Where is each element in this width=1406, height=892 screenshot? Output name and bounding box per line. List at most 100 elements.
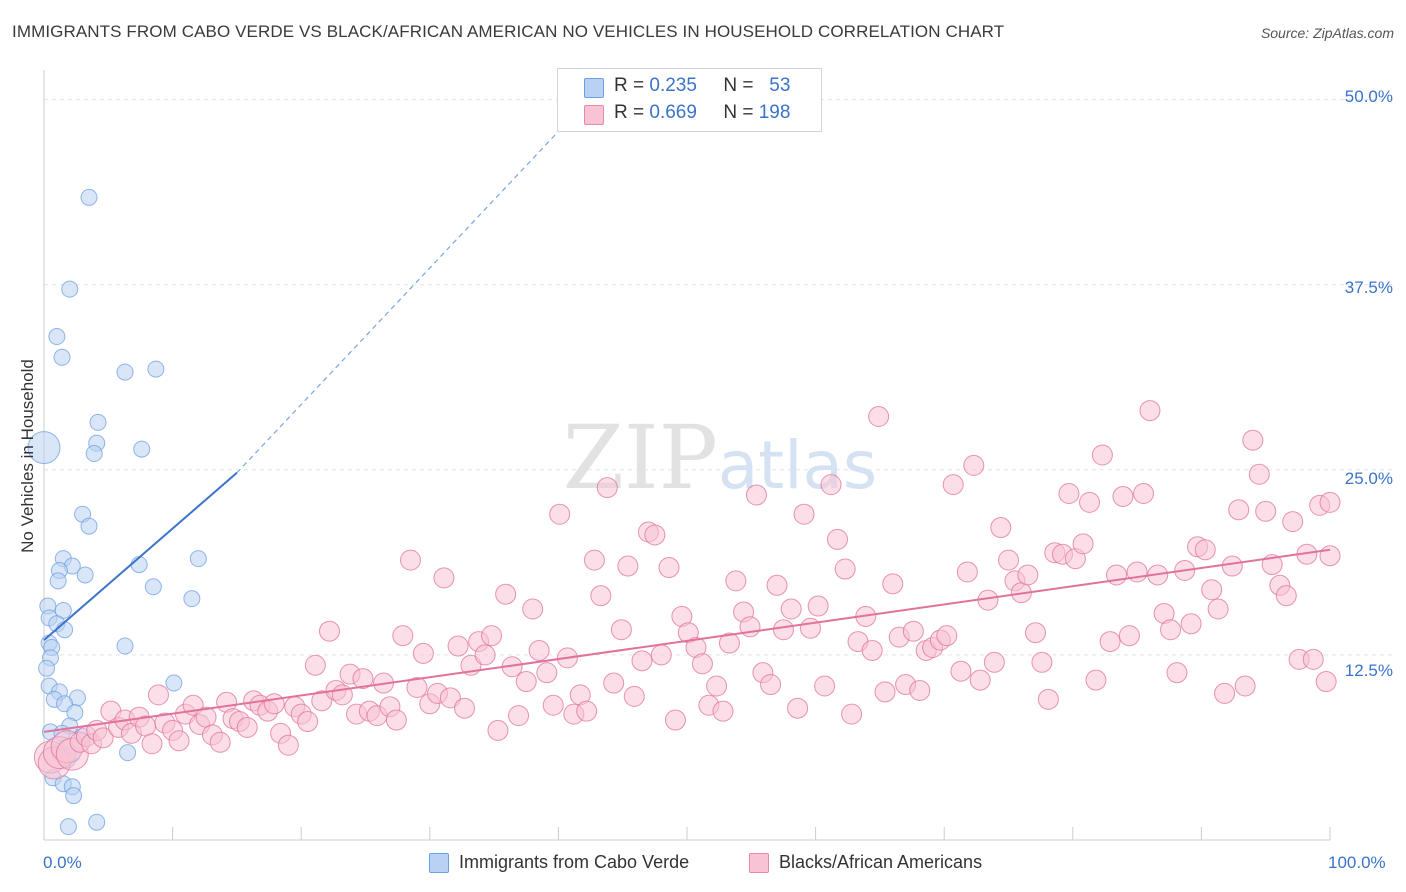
black-african-american-point <box>780 598 802 620</box>
black-african-american-point <box>209 731 231 753</box>
black-african-american-point <box>542 694 564 716</box>
legend-swatch-blue <box>584 78 604 98</box>
y-tick-label: 50.0% <box>1344 87 1393 106</box>
black-african-american-point <box>1194 539 1216 561</box>
black-african-american-point <box>1091 444 1113 466</box>
r-label: R = <box>614 75 645 96</box>
black-african-american-point <box>576 700 598 722</box>
black-african-american-point <box>528 639 550 661</box>
legend-label: Blacks/African Americans <box>779 852 983 872</box>
black-african-american-point <box>400 549 422 571</box>
r-value: 0.235 <box>649 75 697 96</box>
black-african-american-point <box>841 703 863 725</box>
black-african-american-point <box>1031 651 1053 673</box>
black-african-american-point <box>263 693 285 715</box>
cabo-verde-point <box>59 818 77 836</box>
cabo-verde-point <box>27 431 61 465</box>
black-african-american-point <box>691 653 713 675</box>
black-african-american-point <box>861 639 883 661</box>
black-african-american-point <box>868 406 890 427</box>
black-african-american-point <box>1221 555 1243 577</box>
cabo-verde-point <box>76 566 94 584</box>
black-african-american-point <box>385 709 407 731</box>
n-label: N = <box>723 75 754 96</box>
legend-stats: R = 0.669 N = 198 <box>614 102 790 124</box>
black-african-american-point <box>882 573 904 595</box>
black-african-american-point <box>942 474 964 496</box>
legend-label: Immigrants from Cabo Verde <box>459 852 690 872</box>
black-african-american-point <box>1017 564 1039 586</box>
cabo-verde-point <box>80 517 98 535</box>
cabo-verde-point <box>85 445 103 463</box>
black-african-american-point <box>168 730 190 752</box>
black-african-american-point <box>590 585 612 607</box>
black-african-american-point <box>596 477 618 499</box>
black-african-american-point <box>610 619 632 641</box>
black-african-american-point <box>1275 585 1297 607</box>
black-african-american-point <box>650 644 672 666</box>
black-african-american-point <box>311 690 333 712</box>
black-african-american-point <box>787 697 809 719</box>
black-african-american-point <box>902 620 924 642</box>
black-african-american-point <box>1315 671 1337 693</box>
black-african-american-point <box>406 676 428 698</box>
cabo-verde-point <box>116 363 134 381</box>
cabo-verde-trend-line <box>43 472 238 641</box>
black-african-american-point <box>712 700 734 722</box>
black-african-american-point <box>92 727 114 749</box>
black-african-american-point <box>814 675 836 697</box>
cabo-verde-point <box>165 674 183 692</box>
black-african-american-point <box>147 684 169 706</box>
y-tick-label: 12.5% <box>1344 661 1393 680</box>
cabo-verde-point <box>56 621 74 639</box>
n-label: N = <box>723 102 754 123</box>
x-tick-label-min: 0.0% <box>43 853 82 872</box>
legend-stats: R = 0.235 N = 53 <box>614 75 790 97</box>
black-african-american-point <box>495 583 517 605</box>
cabo-verde-point <box>147 360 165 378</box>
black-african-american-point <box>508 705 530 727</box>
cabo-verde-point <box>65 787 83 805</box>
black-african-american-point <box>793 503 815 525</box>
black-african-american-point <box>990 517 1012 539</box>
black-african-american-point <box>1302 648 1324 670</box>
black-african-american-point <box>277 734 299 756</box>
cabo-verde-point <box>61 280 79 298</box>
black-african-american-point <box>1118 625 1140 647</box>
black-african-american-point <box>481 625 503 647</box>
cabo-verde-point <box>38 659 56 677</box>
black-african-american-point <box>772 619 794 641</box>
black-african-american-point <box>760 674 782 696</box>
black-african-american-point <box>799 617 821 639</box>
black-african-american-point <box>820 474 842 496</box>
black-african-american-point <box>874 681 896 703</box>
black-african-american-point <box>1099 631 1121 653</box>
black-african-american-point <box>536 662 558 684</box>
black-african-american-point <box>1180 613 1202 635</box>
black-african-american-point <box>631 650 653 672</box>
cabo-verde-point <box>144 578 162 596</box>
source-note: Source: ZipAtlas.com <box>1260 25 1394 41</box>
y-tick-label: 37.5% <box>1344 278 1393 297</box>
black-african-american-point <box>1214 682 1236 704</box>
black-african-american-point <box>1201 579 1223 601</box>
black-african-american-point <box>392 625 414 647</box>
black-african-american-point <box>603 672 625 694</box>
n-value: 53 <box>769 75 791 96</box>
black-african-american-point <box>1207 598 1229 620</box>
black-african-american-point <box>1037 688 1059 710</box>
cabo-verde-point <box>88 813 106 831</box>
black-african-american-point <box>998 549 1019 571</box>
black-african-american-point <box>725 570 747 592</box>
black-african-american-point <box>1079 491 1101 513</box>
cabo-verde-point <box>189 550 207 568</box>
black-african-american-point <box>956 561 978 583</box>
black-african-american-point <box>474 644 496 666</box>
correlation-legend: R = 0.235 N = 53 R = 0.669 N = 198 <box>557 68 822 132</box>
black-african-american-point <box>658 557 680 579</box>
chart-title: IMMIGRANTS FROM CABO VERDE VS BLACK/AFRI… <box>12 22 1005 41</box>
black-african-american-point <box>1133 483 1155 504</box>
black-african-american-point <box>297 711 319 733</box>
black-african-american-point <box>1058 483 1080 504</box>
